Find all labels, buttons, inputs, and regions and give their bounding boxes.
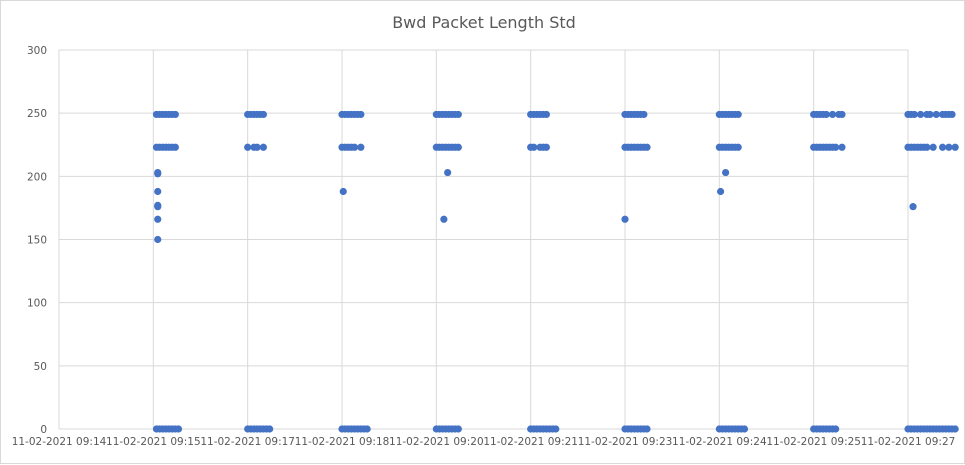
data-point <box>542 143 550 151</box>
data-point <box>266 425 274 433</box>
data-point <box>643 143 651 151</box>
data-point <box>350 143 359 151</box>
data-point <box>253 143 261 151</box>
data-point <box>542 110 550 119</box>
x-tick-label: 11-02-2021 09:18 <box>295 436 390 448</box>
y-tick-label: 200 <box>27 171 47 183</box>
data-point <box>951 425 959 433</box>
data-point <box>832 143 840 151</box>
y-tick-label: 150 <box>27 235 47 247</box>
data-point <box>454 143 462 151</box>
data-point <box>154 170 162 178</box>
data-point <box>916 110 925 119</box>
data-point <box>357 143 365 151</box>
data-point <box>154 187 162 196</box>
data-point <box>926 110 934 119</box>
data-point <box>154 215 162 223</box>
x-tick-label: 11-02-2021 09:14 <box>12 436 107 448</box>
y-tick-label: 300 <box>27 45 47 57</box>
data-point <box>171 143 179 151</box>
data-point <box>444 168 452 177</box>
data-point <box>828 110 837 119</box>
y-tick-label: 50 <box>34 361 47 373</box>
y-tick-label: 250 <box>27 108 47 120</box>
data-point <box>171 110 179 119</box>
x-tick-label: 11-02-2021 09:15 <box>106 436 201 448</box>
data-point <box>154 203 162 211</box>
y-axis-tick-labels: 0 50 100 150 200 250 300 <box>27 45 47 436</box>
data-point <box>363 425 371 433</box>
data-point <box>357 110 365 119</box>
data-point <box>244 143 252 151</box>
data-point <box>621 215 629 223</box>
data-point <box>643 425 651 433</box>
x-tick-label: 11-02-2021 09:25 <box>766 436 861 448</box>
data-point <box>339 187 347 196</box>
data-point <box>734 110 742 119</box>
data-point <box>923 143 931 151</box>
x-tick-label: 11-02-2021 09:27 <box>861 436 956 448</box>
data-point <box>259 143 267 151</box>
data-point <box>910 110 918 119</box>
x-tick-label: 11-02-2021 09:23 <box>578 436 673 448</box>
data-point <box>552 425 560 433</box>
data-points <box>152 110 959 433</box>
data-point <box>259 110 267 119</box>
data-point <box>740 425 749 433</box>
x-tick-label: 11-02-2021 09:20 <box>389 436 484 448</box>
y-tick-label: 100 <box>27 298 47 310</box>
data-point <box>734 143 742 151</box>
data-point <box>174 425 183 433</box>
x-tick-label: 11-02-2021 09:17 <box>200 436 295 448</box>
data-point <box>832 425 840 433</box>
data-point <box>932 110 940 119</box>
data-point <box>454 110 462 119</box>
data-point <box>716 187 725 196</box>
data-point <box>948 110 956 119</box>
gridlines <box>58 49 909 430</box>
data-point <box>838 110 846 119</box>
y-tick-label: 0 <box>40 424 47 436</box>
x-axis-tick-labels: 11-02-2021 09:14 11-02-2021 09:15 11-02-20… <box>12 436 956 448</box>
x-tick-label: 11-02-2021 09:24 <box>672 436 767 448</box>
data-point <box>822 110 830 119</box>
data-point <box>440 215 448 223</box>
data-point <box>929 143 937 151</box>
data-point <box>945 143 953 151</box>
data-point <box>909 203 917 211</box>
data-point <box>951 143 959 151</box>
data-point <box>838 143 846 151</box>
data-point <box>530 143 538 151</box>
data-point <box>154 235 162 244</box>
x-tick-label: 11-02-2021 09:21 <box>483 436 578 448</box>
data-point <box>938 143 947 151</box>
data-point <box>722 168 730 177</box>
data-point <box>454 425 462 433</box>
data-point <box>640 110 648 119</box>
chart-title: Bwd Packet Length Std <box>392 13 576 32</box>
